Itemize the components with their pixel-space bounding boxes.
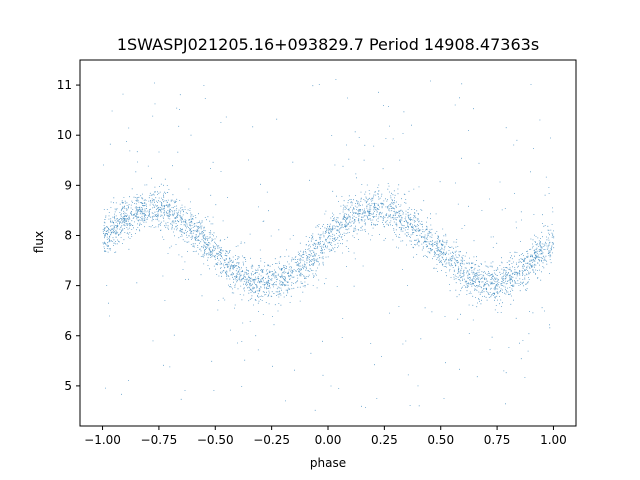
x-tick-label: 1.00 [540,433,567,447]
y-axis: 5 6 7 8 9 10 11 [57,78,80,393]
y-tick-label: 11 [57,78,72,92]
x-tick-label: −0.75 [141,433,178,447]
x-tick-label: 0.75 [484,433,511,447]
y-tick-label: 6 [64,329,72,343]
x-tick-label: 0.25 [371,433,398,447]
chart-title: 1SWASPJ021205.16+093829.7 Period 14908.4… [117,35,539,54]
x-axis-label: phase [310,456,346,470]
y-tick-label: 8 [64,228,72,242]
y-tick-label: 9 [64,178,72,192]
x-axis: −1.00 −0.75 −0.50 −0.25 0.00 0.25 0.50 0.75 1.00 [84,426,567,447]
x-tick-label: 0.50 [427,433,454,447]
x-tick-label: −0.25 [253,433,290,447]
x-tick-label: −1.00 [84,433,121,447]
y-axis-label: flux [32,231,46,253]
y-tick-label: 7 [64,279,72,293]
y-tick-label: 10 [57,128,72,142]
x-tick-label: −0.50 [197,433,234,447]
x-tick-label: 0.00 [315,433,342,447]
y-tick-label: 5 [64,379,72,393]
